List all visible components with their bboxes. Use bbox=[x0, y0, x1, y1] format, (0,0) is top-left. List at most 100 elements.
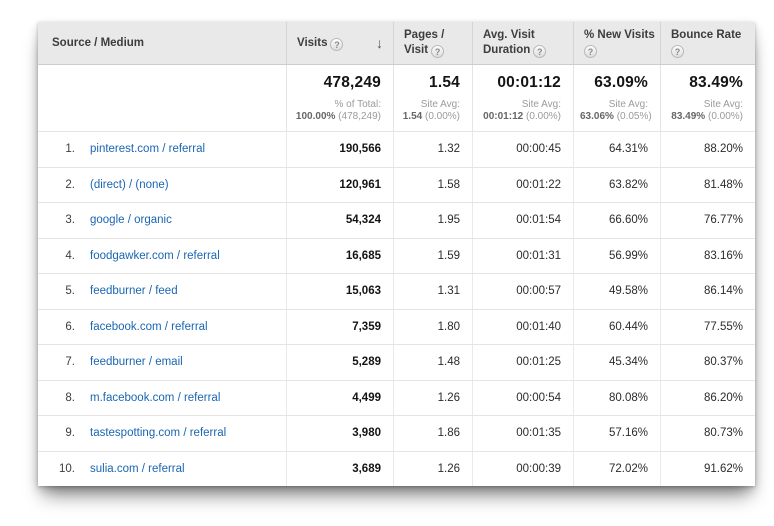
source-medium-cell: 10. sulia.com / referral bbox=[38, 452, 286, 487]
visits-value: 190,566 bbox=[286, 132, 393, 167]
row-rank: 8. bbox=[65, 391, 75, 404]
summary-avg: 00:01:12 bbox=[483, 111, 524, 122]
pages-per-visit-value: 1.86 bbox=[393, 416, 472, 451]
row-rank: 2. bbox=[65, 178, 75, 191]
summary-avg: 63.06% bbox=[580, 111, 614, 122]
column-label: Visit bbox=[404, 44, 429, 56]
summary-avg: 1.54 bbox=[402, 111, 423, 122]
avg-visit-duration-value: 00:00:45 bbox=[472, 132, 573, 167]
summary-delta: (0.05%) bbox=[616, 111, 652, 122]
new-visits-value: 49.58% bbox=[573, 274, 660, 309]
new-visits-value: 72.02% bbox=[573, 451, 660, 486]
source-medium-cell: 4. foodgawker.com / referral bbox=[38, 239, 286, 274]
column-header-avg-visit-duration[interactable]: Avg. Visit Duration? bbox=[472, 22, 573, 64]
source-medium-link[interactable]: feedburner / email bbox=[90, 356, 183, 369]
row-rank: 6. bbox=[65, 320, 75, 333]
source-medium-link[interactable]: google / organic bbox=[90, 214, 172, 227]
bounce-rate-value: 83.16% bbox=[660, 238, 755, 273]
column-label: Visits bbox=[297, 36, 328, 49]
summary-empty-cell bbox=[38, 65, 286, 131]
visits-value: 54,324 bbox=[286, 203, 393, 238]
avg-visit-duration-value: 00:01:40 bbox=[472, 309, 573, 344]
row-rank: 10. bbox=[59, 462, 75, 475]
pages-per-visit-value: 1.58 bbox=[393, 167, 472, 202]
summary-delta: (0.00%) bbox=[525, 111, 561, 122]
pages-per-visit-value: 1.59 bbox=[393, 238, 472, 273]
bounce-rate-value: 86.14% bbox=[660, 274, 755, 309]
summary-total-value: 63.09% bbox=[594, 74, 648, 91]
source-medium-cell: 1. pinterest.com / referral bbox=[38, 132, 286, 167]
summary-delta: (0.00%) bbox=[424, 111, 460, 122]
column-header-visits[interactable]: Visits? ↓ bbox=[286, 22, 393, 64]
summary-delta: (478,249) bbox=[338, 111, 381, 122]
column-label: Pages / bbox=[404, 29, 445, 41]
source-medium-link[interactable]: sulia.com / referral bbox=[90, 462, 185, 475]
summary-total-value: 83.49% bbox=[689, 74, 743, 91]
source-medium-link[interactable]: facebook.com / referral bbox=[90, 320, 208, 333]
table-row: 10. sulia.com / referral 3,689 1.26 00:0… bbox=[38, 450, 755, 487]
row-rank: 5. bbox=[65, 285, 75, 298]
row-rank: 1. bbox=[65, 143, 75, 156]
source-medium-cell: 2. (direct) / (none) bbox=[38, 168, 286, 203]
row-rank: 9. bbox=[65, 427, 75, 440]
bounce-rate-value: 86.20% bbox=[660, 380, 755, 415]
help-icon[interactable]: ? bbox=[330, 37, 344, 51]
pages-per-visit-value: 1.48 bbox=[393, 345, 472, 380]
visits-value: 3,689 bbox=[286, 451, 393, 486]
help-icon[interactable]: ? bbox=[533, 45, 547, 58]
summary-label: % of Total: bbox=[334, 99, 381, 110]
source-medium-link[interactable]: (direct) / (none) bbox=[90, 178, 169, 191]
bounce-rate-value: 91.62% bbox=[660, 451, 755, 486]
new-visits-value: 45.34% bbox=[573, 345, 660, 380]
avg-visit-duration-value: 00:01:35 bbox=[472, 416, 573, 451]
column-header-bounce-rate[interactable]: Bounce Rate ? bbox=[660, 22, 755, 64]
column-header-source-medium[interactable]: Source / Medium bbox=[38, 22, 286, 64]
new-visits-value: 60.44% bbox=[573, 309, 660, 344]
table-body: 1. pinterest.com / referral 190,566 1.32… bbox=[38, 131, 755, 486]
source-medium-cell: 8. m.facebook.com / referral bbox=[38, 381, 286, 416]
source-medium-link[interactable]: tastespotting.com / referral bbox=[90, 427, 227, 440]
table-summary-row: 478,249 % of Total: 100.00% (478,249) 1.… bbox=[38, 65, 755, 131]
row-rank: 3. bbox=[65, 214, 75, 227]
summary-new-visits: 63.09% Site Avg: 63.06% (0.05%) bbox=[573, 65, 660, 131]
table-row: 3. google / organic 54,324 1.95 00:01:54… bbox=[38, 202, 755, 238]
sort-descending-icon[interactable]: ↓ bbox=[376, 34, 383, 51]
table-row: 7. feedburner / email 5,289 1.48 00:01:2… bbox=[38, 344, 755, 380]
source-medium-link[interactable]: pinterest.com / referral bbox=[90, 143, 206, 156]
pages-per-visit-value: 1.32 bbox=[393, 132, 472, 167]
bounce-rate-value: 77.55% bbox=[660, 309, 755, 344]
column-header-pages-visit[interactable]: Pages / Visit? bbox=[393, 22, 472, 64]
column-header-new-visits[interactable]: % New Visits ? bbox=[573, 22, 660, 64]
new-visits-value: 80.08% bbox=[573, 380, 660, 415]
new-visits-value: 66.60% bbox=[573, 203, 660, 238]
source-medium-cell: 7. feedburner / email bbox=[38, 345, 286, 380]
row-rank: 7. bbox=[65, 356, 75, 369]
help-icon[interactable]: ? bbox=[431, 45, 445, 58]
avg-visit-duration-value: 00:00:39 bbox=[472, 451, 573, 486]
table-row: 1. pinterest.com / referral 190,566 1.32… bbox=[38, 131, 755, 167]
source-medium-link[interactable]: foodgawker.com / referral bbox=[90, 249, 220, 262]
new-visits-value: 56.99% bbox=[573, 238, 660, 273]
bounce-rate-value: 80.37% bbox=[660, 345, 755, 380]
bounce-rate-value: 88.20% bbox=[660, 132, 755, 167]
bounce-rate-value: 81.48% bbox=[660, 167, 755, 202]
help-icon[interactable]: ? bbox=[584, 45, 597, 58]
analytics-table-panel: Source / Medium Visits? ↓ Pages / Visit?… bbox=[38, 22, 755, 486]
new-visits-value: 57.16% bbox=[573, 416, 660, 451]
pages-per-visit-value: 1.31 bbox=[393, 274, 472, 309]
column-label: % New Visits bbox=[584, 29, 655, 41]
source-medium-cell: 9. tastespotting.com / referral bbox=[38, 416, 286, 451]
source-medium-link[interactable]: feedburner / feed bbox=[90, 285, 178, 298]
avg-visit-duration-value: 00:01:22 bbox=[472, 167, 573, 202]
visits-value: 3,980 bbox=[286, 416, 393, 451]
source-medium-link[interactable]: m.facebook.com / referral bbox=[90, 391, 221, 404]
source-medium-cell: 5. feedburner / feed bbox=[38, 274, 286, 309]
visits-value: 7,359 bbox=[286, 309, 393, 344]
summary-delta: (0.00%) bbox=[707, 111, 743, 122]
bounce-rate-value: 76.77% bbox=[660, 203, 755, 238]
help-icon[interactable]: ? bbox=[671, 45, 684, 58]
new-visits-value: 64.31% bbox=[573, 132, 660, 167]
summary-total-value: 478,249 bbox=[323, 74, 381, 91]
table-row: 8. m.facebook.com / referral 4,499 1.26 … bbox=[38, 379, 755, 416]
column-label: Duration bbox=[483, 44, 531, 56]
